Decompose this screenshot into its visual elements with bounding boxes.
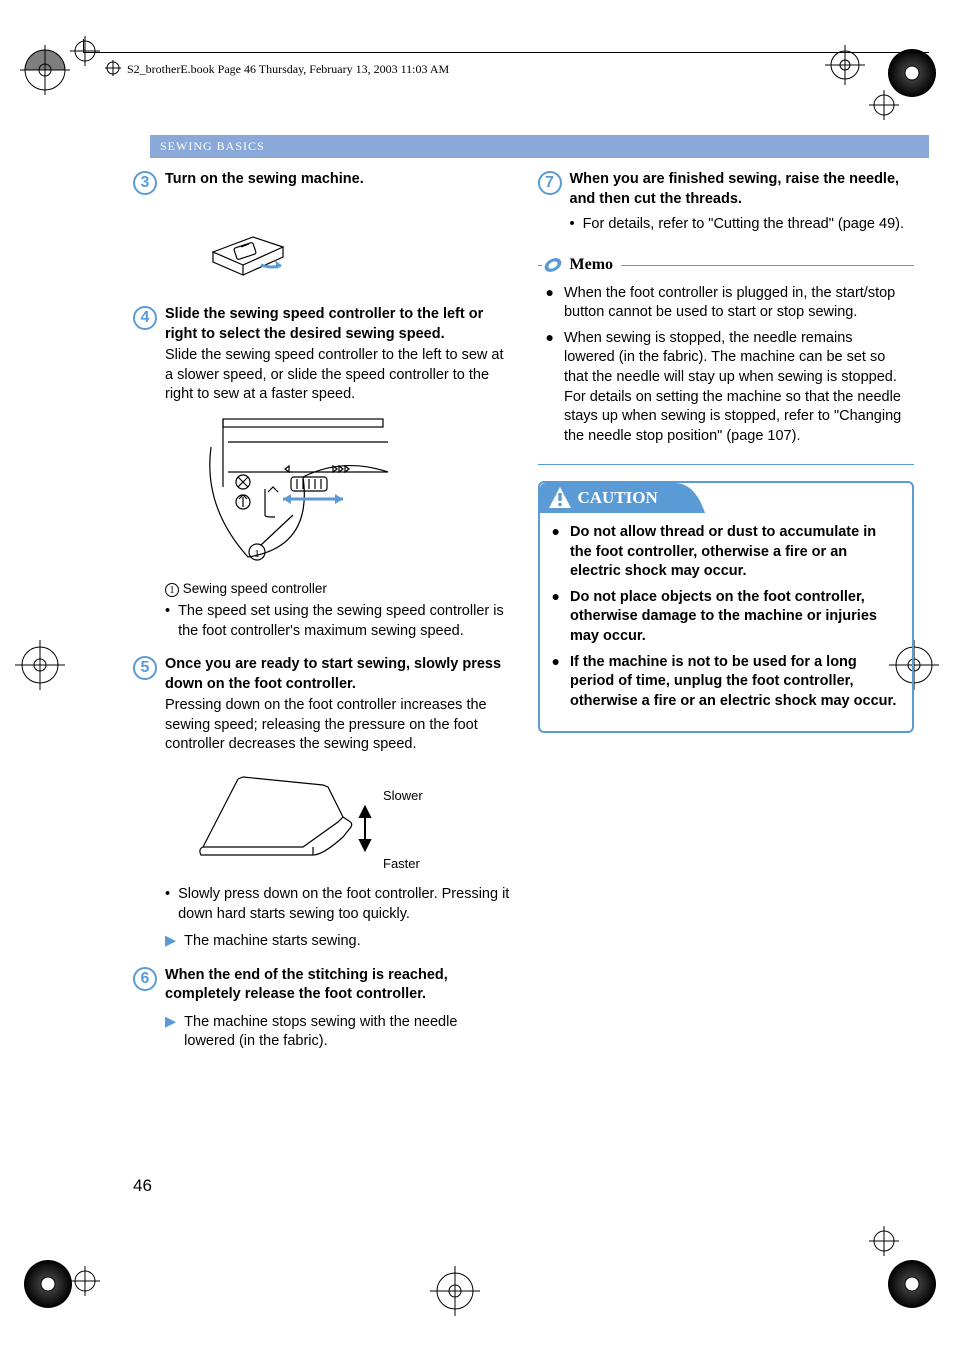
step-4-bullet: • The speed set using the sewing speed c… xyxy=(165,602,510,641)
step-number-7: 7 xyxy=(538,171,562,195)
memo-box: Memo ●When the foot controller is plugge… xyxy=(538,265,915,466)
step-3-heading: Turn on the sewing machine. xyxy=(165,171,364,187)
step-6-result: ▶ The machine stops sewing with the need… xyxy=(165,1013,510,1052)
svg-text:1: 1 xyxy=(254,548,260,560)
label-faster: Faster xyxy=(383,855,420,873)
caution-item-2: ●Do not place objects on the foot contro… xyxy=(552,588,901,647)
step-number-6: 6 xyxy=(133,967,157,991)
left-column: 3 Turn on the sewing machine. 4 Slide th… xyxy=(133,170,510,1271)
crop-mark-bl2 xyxy=(70,1266,100,1296)
caution-title: CAUTION xyxy=(578,487,658,510)
crop-mark-tr3 xyxy=(825,45,865,85)
figure-foot-controller: Slower Faster xyxy=(133,767,510,877)
caution-item-1: ●Do not allow thread or dust to accumula… xyxy=(552,523,901,582)
step-4-heading: Slide the sewing speed controller to the… xyxy=(165,306,483,342)
caution-header: CAUTION xyxy=(540,483,913,513)
caution-icon xyxy=(548,486,572,510)
book-header: S2_brotherE.book Page 46 Thursday, Febru… xyxy=(105,60,449,80)
header-rule xyxy=(83,52,929,53)
caution-item-3: ●If the machine is not to be used for a … xyxy=(552,653,901,712)
step-4-legend: 1 Sewing speed controller xyxy=(165,580,510,598)
step-7: 7 When you are finished sewing, raise th… xyxy=(538,170,915,209)
step-5: 5 Once you are ready to start sewing, sl… xyxy=(133,655,510,755)
crop-mark-bc xyxy=(430,1266,480,1316)
step-7-heading: When you are finished sewing, raise the … xyxy=(570,171,900,207)
crop-mark-tr2 xyxy=(869,90,899,120)
crop-mark-tl xyxy=(20,45,70,95)
memo-item-1: ●When the foot controller is plugged in,… xyxy=(546,284,907,323)
step-4-body: Slide the sewing speed controller to the… xyxy=(165,346,510,405)
crop-mark-ml xyxy=(15,640,65,690)
step-4: 4 Slide the sewing speed controller to t… xyxy=(133,305,510,405)
step-7-bullet: • For details, refer to "Cutting the thr… xyxy=(570,215,915,235)
right-column: 7 When you are finished sewing, raise th… xyxy=(538,170,915,1271)
step-5-bullet: • Slowly press down on the foot controll… xyxy=(165,885,510,924)
figure-speed-controller: 1 xyxy=(193,417,413,572)
step-5-heading: Once you are ready to start sewing, slow… xyxy=(165,656,501,692)
memo-title: Memo xyxy=(570,254,614,276)
section-header: SEWING BASICS xyxy=(150,135,929,158)
caution-box: CAUTION ●Do not allow thread or dust to … xyxy=(538,481,915,733)
memo-icon xyxy=(542,254,564,276)
step-number-5: 5 xyxy=(133,656,157,680)
label-slower: Slower xyxy=(383,787,423,805)
step-6: 6 When the end of the stitching is reach… xyxy=(133,966,510,1005)
memo-item-2: ●When sewing is stopped, the needle rema… xyxy=(546,329,907,446)
figure-power-switch xyxy=(193,207,303,287)
step-5-body: Pressing down on the foot controller inc… xyxy=(165,696,510,755)
page-number: 46 xyxy=(133,1176,152,1196)
step-number-4: 4 xyxy=(133,306,157,330)
header-rule-v xyxy=(83,39,84,52)
step-5-result: ▶ The machine starts sewing. xyxy=(165,932,510,952)
crop-mark-bl xyxy=(20,1256,75,1311)
step-number-3: 3 xyxy=(133,171,157,195)
crop-mark-tl2 xyxy=(70,36,100,66)
step-6-heading: When the end of the stitching is reached… xyxy=(165,967,448,1003)
step-3: 3 Turn on the sewing machine. xyxy=(133,170,510,195)
